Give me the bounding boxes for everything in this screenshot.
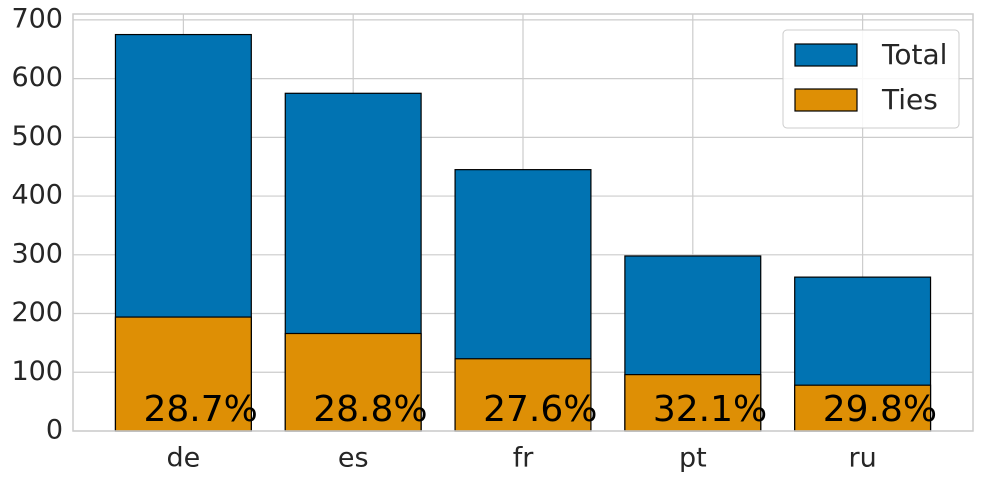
legend-swatch	[794, 43, 858, 67]
bar	[624, 374, 762, 432]
x-tick-label: fr	[513, 443, 535, 474]
y-tick-label: 100	[11, 356, 63, 387]
legend-label: Ties	[881, 83, 938, 116]
x-tick-label: ru	[849, 443, 877, 474]
x-tick-label: es	[338, 443, 369, 474]
bar-annotation: 32.1%	[653, 389, 767, 430]
plot-frame	[72, 13, 974, 432]
legend-label: Total	[881, 38, 947, 71]
x-tick-label: pt	[679, 443, 707, 474]
y-tick-label: 700	[11, 3, 63, 34]
y-tick-label: 300	[11, 238, 63, 269]
bar-annotation: 28.7%	[143, 389, 257, 430]
legend-swatch	[794, 88, 858, 112]
y-tick-label: 400	[11, 180, 63, 211]
bar-annotation: 27.6%	[483, 389, 597, 430]
bar	[114, 316, 252, 432]
y-tick-label: 600	[11, 62, 63, 93]
y-tick-label: 0	[46, 415, 63, 446]
bar	[794, 384, 932, 432]
bar	[284, 332, 422, 432]
bar-annotation: 28.8%	[313, 389, 427, 430]
y-tick-label: 200	[11, 297, 63, 328]
bar-annotation: 29.8%	[823, 389, 937, 430]
y-tick-label: 500	[11, 121, 63, 152]
x-tick-label: de	[167, 443, 201, 474]
